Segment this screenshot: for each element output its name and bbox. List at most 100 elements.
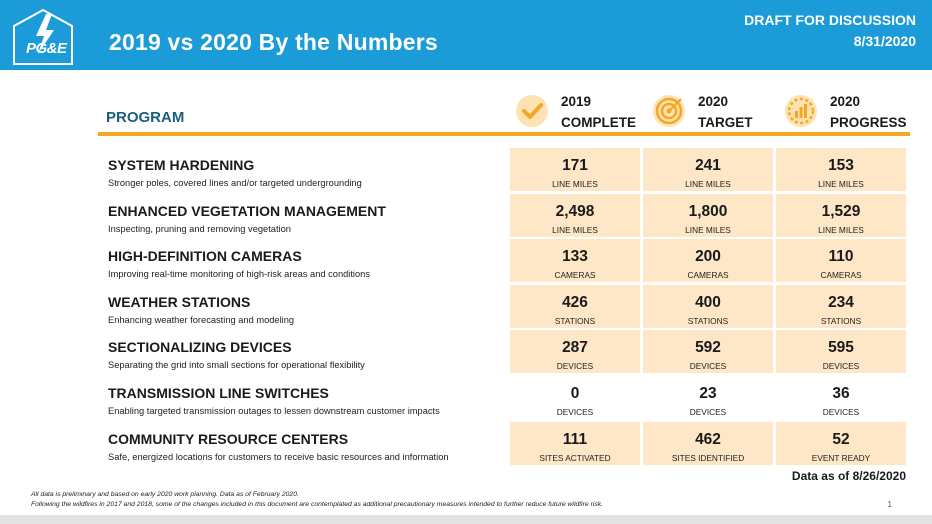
- table-row: SECTIONALIZING DEVICES Separating the gr…: [0, 330, 932, 373]
- table-row: ENHANCED VEGETATION MANAGEMENT Inspectin…: [0, 194, 932, 237]
- value-cell-2020-target: 400 STATIONS: [643, 285, 773, 328]
- cell-value: 287: [562, 339, 588, 356]
- cell-value: 0: [570, 385, 580, 402]
- value-cell-2019-complete: 2,498 LINE MILES: [510, 194, 640, 237]
- value-cell-2020-progress: 110 CAMERAS: [776, 239, 906, 282]
- cell-value: 1,800: [688, 203, 728, 220]
- cell-value: 110: [828, 248, 854, 265]
- cell-unit: CAMERAS: [820, 270, 862, 280]
- cell-value: 462: [695, 431, 721, 448]
- draft-label: DRAFT FOR DISCUSSION: [744, 12, 916, 28]
- cell-value: 2,498: [555, 203, 595, 220]
- program-description: Improving real-time monitoring of high-r…: [108, 269, 370, 279]
- cell-unit: DEVICES: [689, 407, 727, 417]
- cell-unit: STATIONS: [554, 316, 596, 326]
- cell-value: 111: [562, 431, 588, 448]
- value-cell-2019-complete: 133 CAMERAS: [510, 239, 640, 282]
- value-cell-2020-progress: 52 EVENT READY: [776, 422, 906, 465]
- page-title: 2019 vs 2020 By the Numbers: [109, 29, 438, 55]
- program-description: Stronger poles, covered lines and/or tar…: [108, 178, 362, 188]
- header-banner: PG&E 2019 vs 2020 By the Numbers DRAFT F…: [0, 0, 932, 70]
- pge-logo: PG&E: [8, 6, 78, 66]
- value-cell-2020-target: 23 DEVICES: [643, 376, 773, 419]
- cell-value: 23: [699, 385, 717, 402]
- cell-unit: LINE MILES: [818, 179, 864, 189]
- program-name: COMMUNITY RESOURCE CENTERS: [108, 431, 349, 447]
- value-cell-2020-progress: 234 STATIONS: [776, 285, 906, 328]
- logo-text: PG&E: [26, 40, 67, 57]
- program-description: Inspecting, pruning and removing vegetat…: [108, 224, 291, 234]
- cell-unit: CAMERAS: [554, 270, 596, 280]
- program-description: Safe, energized locations for customers …: [108, 452, 449, 462]
- value-cell-2019-complete: 426 STATIONS: [510, 285, 640, 328]
- cell-value: 592: [695, 339, 721, 356]
- program-name: HIGH-DEFINITION CAMERAS: [108, 248, 302, 264]
- value-cell-2020-progress: 595 DEVICES: [776, 330, 906, 373]
- checkmark-icon: [515, 94, 549, 128]
- target-icon: [652, 94, 686, 128]
- cell-value: 52: [832, 431, 850, 448]
- cell-value: 153: [828, 157, 854, 174]
- cell-value: 36: [832, 385, 850, 402]
- program-name: ENHANCED VEGETATION MANAGEMENT: [108, 203, 386, 219]
- cell-unit: LINE MILES: [552, 225, 598, 235]
- value-cell-2020-target: 592 DEVICES: [643, 330, 773, 373]
- cell-value: 241: [695, 157, 721, 174]
- cell-unit: DEVICES: [689, 361, 727, 371]
- value-cell-2019-complete: 171 LINE MILES: [510, 148, 640, 191]
- table-row: HIGH-DEFINITION CAMERAS Improving real-t…: [0, 239, 932, 282]
- program-name: WEATHER STATIONS: [108, 294, 251, 310]
- cell-value: 133: [562, 248, 588, 265]
- cell-unit: DEVICES: [556, 407, 594, 417]
- table-row: COMMUNITY RESOURCE CENTERS Safe, energiz…: [0, 422, 932, 465]
- value-cell-2020-progress: 1,529 LINE MILES: [776, 194, 906, 237]
- column-header-label: 2020 TARGET: [698, 94, 753, 130]
- cell-value: 1,529: [821, 203, 861, 220]
- column-header-label: 2020 PROGRESS: [830, 94, 907, 130]
- cell-unit: SITES IDENTIFIED: [671, 453, 745, 463]
- value-cell-2019-complete: 111 SITES ACTIVATED: [510, 422, 640, 465]
- cell-unit: LINE MILES: [685, 225, 731, 235]
- value-cell-2019-complete: 287 DEVICES: [510, 330, 640, 373]
- cell-value: 234: [828, 294, 854, 311]
- value-cell-2020-progress: 36 DEVICES: [776, 376, 906, 419]
- cell-value: 426: [562, 294, 588, 311]
- value-cell-2020-target: 241 LINE MILES: [643, 148, 773, 191]
- value-cell-2020-target: 462 SITES IDENTIFIED: [643, 422, 773, 465]
- cell-unit: SITES ACTIVATED: [539, 453, 611, 463]
- cell-unit: DEVICES: [556, 361, 594, 371]
- cell-unit: STATIONS: [687, 316, 729, 326]
- cell-value: 400: [695, 294, 721, 311]
- footnote-preliminary: All data is preliminary and based on ear…: [31, 491, 299, 498]
- value-cell-2020-target: 200 CAMERAS: [643, 239, 773, 282]
- table-row: SYSTEM HARDENING Stronger poles, covered…: [0, 148, 932, 191]
- cell-unit: STATIONS: [820, 316, 862, 326]
- draft-date: 8/31/2020: [853, 33, 916, 49]
- program-description: Separating the grid into small sections …: [108, 360, 365, 370]
- progress-chart-icon: [784, 94, 818, 128]
- table-row: WEATHER STATIONS Enhancing weather forec…: [0, 285, 932, 328]
- table-row: TRANSMISSION LINE SWITCHES Enabling targ…: [0, 376, 932, 419]
- page-number: 1: [887, 500, 892, 509]
- value-cell-2020-target: 1,800 LINE MILES: [643, 194, 773, 237]
- cell-unit: LINE MILES: [685, 179, 731, 189]
- program-column-heading: PROGRAM: [106, 109, 185, 126]
- cell-unit: LINE MILES: [552, 179, 598, 189]
- program-description: Enabling targeted transmission outages t…: [108, 406, 440, 416]
- footnote-wildfires: Following the wildfires in 2017 and 2018…: [31, 501, 604, 508]
- program-description: Enhancing weather forecasting and modeli…: [108, 315, 295, 325]
- value-cell-2020-progress: 153 LINE MILES: [776, 148, 906, 191]
- bottom-bar: [0, 515, 932, 524]
- program-name: SYSTEM HARDENING: [108, 157, 255, 173]
- data-as-of-note: Data as of 8/26/2020: [791, 469, 906, 483]
- cell-unit: DEVICES: [822, 407, 860, 417]
- program-name: TRANSMISSION LINE SWITCHES: [108, 385, 329, 401]
- draft-notice: DRAFT FOR DISCUSSION 8/31/2020: [744, 10, 916, 52]
- cell-value: 200: [695, 248, 721, 265]
- cell-unit: DEVICES: [822, 361, 860, 371]
- value-cell-2019-complete: 0 DEVICES: [510, 376, 640, 419]
- cell-unit: EVENT READY: [811, 453, 871, 463]
- header-divider: [98, 132, 910, 136]
- column-header-label: 2019 COMPLETE: [561, 94, 637, 130]
- cell-value: 595: [828, 339, 854, 356]
